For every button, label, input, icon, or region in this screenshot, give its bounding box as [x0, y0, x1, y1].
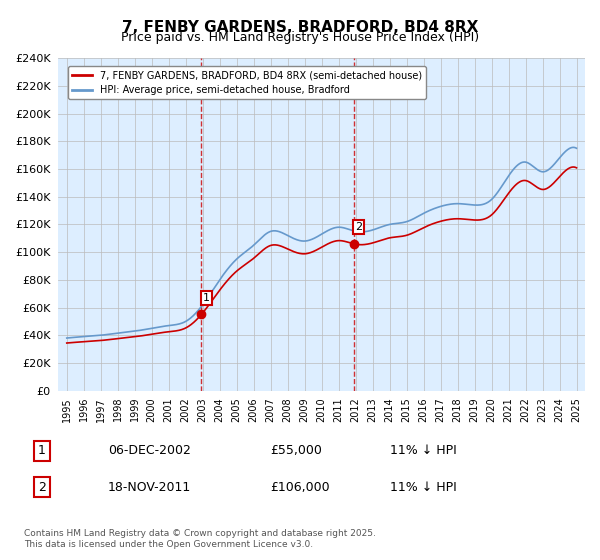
Text: 1: 1 [38, 444, 46, 458]
Text: Price paid vs. HM Land Registry's House Price Index (HPI): Price paid vs. HM Land Registry's House … [121, 31, 479, 44]
Text: 18-NOV-2011: 18-NOV-2011 [108, 480, 191, 494]
Text: 2: 2 [38, 480, 46, 494]
Text: £55,000: £55,000 [270, 444, 322, 458]
Text: 7, FENBY GARDENS, BRADFORD, BD4 8RX: 7, FENBY GARDENS, BRADFORD, BD4 8RX [122, 20, 478, 35]
Text: Contains HM Land Registry data © Crown copyright and database right 2025.
This d: Contains HM Land Registry data © Crown c… [24, 529, 376, 549]
Text: 2: 2 [355, 222, 362, 232]
Text: £106,000: £106,000 [270, 480, 329, 494]
Legend: 7, FENBY GARDENS, BRADFORD, BD4 8RX (semi-detached house), HPI: Average price, s: 7, FENBY GARDENS, BRADFORD, BD4 8RX (sem… [68, 67, 425, 99]
Text: 11% ↓ HPI: 11% ↓ HPI [390, 480, 457, 494]
Text: 06-DEC-2002: 06-DEC-2002 [108, 444, 191, 458]
Text: 11% ↓ HPI: 11% ↓ HPI [390, 444, 457, 458]
Text: 1: 1 [203, 293, 210, 303]
